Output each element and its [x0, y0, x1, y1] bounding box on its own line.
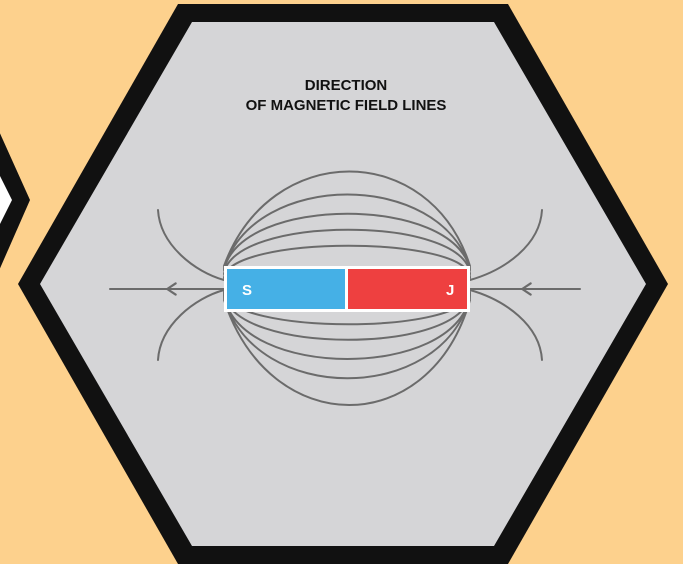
- partial-hexagon-left: [0, 133, 30, 269]
- field-line-left-lower: [157, 289, 225, 361]
- field-line-lower-3: [223, 295, 471, 360]
- pole-j-label: J: [446, 282, 454, 299]
- field-line-lower-4: [223, 293, 471, 341]
- diagram-title-line2: OF MAGNETIC FIELD LINES: [246, 97, 447, 114]
- field-line-upper-4: [223, 228, 471, 275]
- field-line-upper-1: [223, 170, 471, 267]
- partial-hexagon-left-inner: [0, 176, 12, 224]
- magnet-pole-s: [227, 269, 345, 309]
- field-line-right-upper: [469, 209, 543, 281]
- field-line-upper-2: [223, 193, 471, 269]
- field-line-right-lower: [469, 289, 543, 361]
- pole-s-label: S: [242, 282, 252, 299]
- diagram-title-line1: DIRECTION: [305, 77, 388, 94]
- field-line-upper-3: [223, 212, 471, 271]
- field-line-left-upper: [157, 209, 225, 281]
- field-line-upper-5: [223, 244, 471, 279]
- field-line-lower-1: [223, 299, 471, 406]
- bar-magnet: S J: [224, 266, 470, 312]
- field-line-lower-2: [223, 297, 471, 380]
- magnet-pole-j: [348, 269, 467, 309]
